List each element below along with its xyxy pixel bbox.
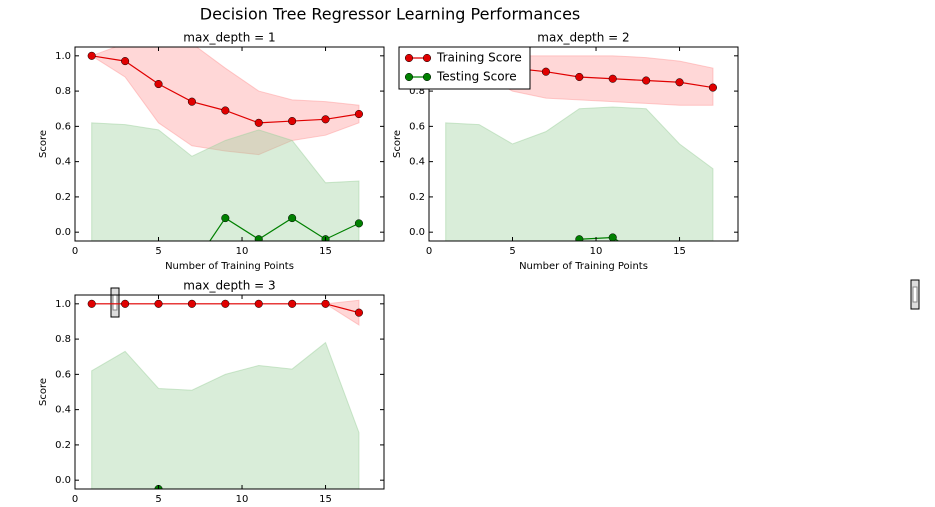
legend: Training Score Testing Score bbox=[398, 46, 531, 90]
legend-label: Testing Score bbox=[436, 70, 517, 84]
x-tick-label: 15 bbox=[319, 246, 332, 257]
x-tick-label: 0 bbox=[72, 246, 78, 257]
y-tick-label: 0.0 bbox=[409, 227, 425, 238]
scroll-widget[interactable] bbox=[110, 287, 120, 318]
score-point bbox=[708, 83, 717, 92]
score-point bbox=[87, 299, 96, 308]
x-tick-label: 15 bbox=[319, 494, 332, 505]
score-point bbox=[87, 51, 96, 60]
score-point bbox=[221, 299, 230, 308]
score-point bbox=[321, 299, 330, 308]
axes-frame bbox=[74, 294, 385, 490]
score-point bbox=[608, 233, 617, 241]
plot-area bbox=[87, 47, 363, 241]
y-axis-label: Score bbox=[392, 130, 403, 158]
x-tick-label: 0 bbox=[426, 246, 432, 257]
y-tick-label: 0.2 bbox=[55, 440, 71, 451]
score-point bbox=[221, 106, 230, 115]
score-point bbox=[221, 214, 230, 223]
figure-title: Decision Tree Regressor Learning Perform… bbox=[200, 5, 581, 24]
y-tick-label: 0.4 bbox=[55, 405, 71, 416]
score-point bbox=[288, 214, 297, 223]
confidence-band bbox=[91, 122, 360, 241]
score-point bbox=[288, 299, 297, 308]
scroll-widget[interactable] bbox=[910, 279, 920, 310]
y-tick-label: 0.6 bbox=[55, 121, 71, 132]
y-axis-label: Score bbox=[38, 130, 49, 158]
confidence-band bbox=[91, 341, 360, 489]
score-point bbox=[354, 308, 363, 317]
legend-marker bbox=[422, 53, 432, 63]
score-point bbox=[321, 115, 330, 124]
score-point bbox=[541, 67, 550, 76]
y-tick-label: 0.6 bbox=[409, 121, 425, 132]
x-axis-label: Number of Training Points bbox=[165, 261, 294, 272]
x-tick-label: 5 bbox=[509, 246, 515, 257]
x-tick-label: 0 bbox=[72, 494, 78, 505]
score-point bbox=[154, 79, 163, 89]
score-point bbox=[154, 299, 163, 308]
score-point bbox=[254, 235, 263, 241]
x-tick-label: 15 bbox=[673, 246, 686, 257]
score-point bbox=[288, 117, 297, 126]
y-tick-label: 0.0 bbox=[55, 227, 71, 238]
legend-box bbox=[398, 46, 531, 90]
legend-marker bbox=[404, 72, 414, 82]
score-point bbox=[642, 76, 651, 85]
axes-frame bbox=[428, 46, 739, 242]
score-point bbox=[354, 109, 363, 119]
x-tick-label: 10 bbox=[590, 246, 603, 257]
y-tick-label: 0.4 bbox=[409, 157, 425, 168]
legend-label: Training Score bbox=[436, 51, 522, 65]
subplot-title: max_depth = 1 bbox=[183, 31, 275, 45]
legend-marker bbox=[404, 53, 414, 63]
subplot-title: max_depth = 2 bbox=[537, 31, 629, 45]
y-tick-label: 1.0 bbox=[55, 299, 71, 310]
score-point bbox=[254, 299, 263, 308]
y-tick-label: 0.8 bbox=[55, 334, 71, 345]
score-point bbox=[675, 78, 684, 87]
score-point bbox=[121, 57, 130, 66]
confidence-band bbox=[445, 106, 714, 241]
axes-frame bbox=[74, 46, 385, 242]
score-point bbox=[354, 219, 363, 228]
score-point bbox=[121, 299, 130, 308]
plot-area bbox=[87, 299, 363, 489]
y-axis-label: Score bbox=[38, 378, 49, 406]
y-tick-label: 0.4 bbox=[55, 157, 71, 168]
y-tick-label: 0.8 bbox=[409, 86, 425, 97]
legend-marker bbox=[422, 72, 432, 82]
subplot-title: max_depth = 3 bbox=[183, 279, 275, 293]
x-tick-label: 5 bbox=[155, 494, 161, 505]
x-tick-label: 10 bbox=[236, 246, 249, 257]
x-tick-label: 10 bbox=[236, 494, 249, 505]
y-tick-label: 0.0 bbox=[55, 475, 71, 486]
y-tick-label: 0.2 bbox=[409, 192, 425, 203]
score-point bbox=[254, 118, 263, 127]
y-tick-label: 0.6 bbox=[55, 369, 71, 380]
y-tick-label: 0.2 bbox=[55, 192, 71, 203]
y-tick-label: 0.8 bbox=[55, 86, 71, 97]
score-point bbox=[575, 235, 584, 241]
score-point bbox=[187, 299, 196, 308]
score-point bbox=[575, 72, 584, 82]
score-point bbox=[187, 97, 196, 106]
x-axis-label: Number of Training Points bbox=[519, 261, 648, 272]
x-tick-label: 5 bbox=[155, 246, 161, 257]
score-point bbox=[608, 74, 617, 83]
y-tick-label: 1.0 bbox=[55, 51, 71, 62]
